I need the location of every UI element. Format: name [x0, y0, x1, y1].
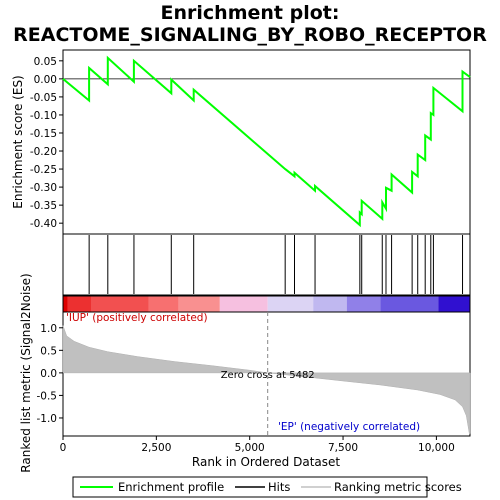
metric-y-tick-label: 0.0	[40, 368, 57, 380]
es-y-axis-label: Enrichment score (ES)	[11, 75, 25, 208]
x-axis-label: Rank in Ordered Dataset	[192, 455, 340, 469]
chart-title-line2: REACTOME_SIGNALING_BY_ROBO_RECEPTOR	[13, 24, 487, 46]
heat-bar-segment	[63, 296, 68, 312]
es-y-tick-label: 0.05	[34, 56, 57, 68]
negative-correlation-label: 'EP' (negatively correlated)	[278, 421, 420, 433]
es-y-tick-label: -0.10	[30, 110, 57, 122]
heat-bar-segment	[313, 296, 347, 312]
metric-y-tick-label: 1.0	[40, 323, 57, 335]
heat-bar-segment	[438, 296, 470, 312]
heat-bar-segment	[267, 296, 314, 312]
heat-bar-segment	[91, 296, 149, 312]
heat-bar-segment	[148, 296, 179, 312]
x-tick-label: 2,500	[141, 442, 171, 454]
heat-bar-segment	[67, 296, 92, 312]
es-panel: 0.05 0.00 -0.05 -0.10 -0.15 -0.20 -0.25 -0.30 -0…	[11, 49, 471, 235]
es-y-tick-label: -0.30	[30, 182, 57, 194]
x-tick-label: 7,500	[328, 442, 358, 454]
hits-panel	[62, 233, 471, 296]
chart-title-line1: Enrichment plot:	[161, 2, 340, 24]
es-y-tick-label: -0.05	[30, 92, 57, 104]
x-tick-label: 0	[60, 442, 67, 454]
heat-bar-segment	[178, 296, 220, 312]
hits-panel-frame	[62, 233, 471, 296]
ranking-heat-bar	[63, 296, 470, 312]
heat-bar-segment	[346, 296, 381, 312]
legend-metric-label: Ranking metric scores	[334, 480, 462, 494]
heat-bar-segment	[219, 296, 268, 312]
zero-cross-label: Zero cross at 5482	[221, 370, 315, 381]
positive-correlation-label: 'IUP' (positively correlated)	[66, 312, 208, 324]
es-y-tick-label: -0.40	[30, 218, 57, 230]
es-y-tick-label: -0.20	[30, 146, 57, 158]
es-y-tick-label: -0.35	[30, 200, 57, 212]
es-y-tick-label: 0.00	[34, 74, 57, 86]
x-tick-label: 5,000	[235, 442, 265, 454]
metric-y-axis-label: Ranked list metric (Signal2Noise)	[19, 273, 33, 472]
es-panel-frame	[62, 49, 471, 235]
legend: Enrichment profile Hits Ranking metric s…	[72, 476, 462, 498]
metric-panel: 1.0 0.5 0.0 -0.5 -1.0 0 2,500 5,000 7,500 10,000…	[19, 273, 471, 473]
metric-y-tick-label: -1.0	[37, 413, 58, 425]
x-tick-label: 10,000	[418, 442, 455, 454]
legend-hits-label: Hits	[268, 480, 290, 494]
metric-y-tick-label: -0.5	[37, 390, 58, 402]
ranking-metric-area	[62, 325, 471, 434]
heat-bar-segment	[380, 296, 439, 312]
legend-enrichment-label: Enrichment profile	[118, 480, 224, 494]
es-y-tick-label: -0.15	[30, 128, 57, 140]
enrichment-profile-line	[62, 55, 471, 228]
metric-y-tick-label: 0.5	[40, 345, 57, 357]
es-y-tick-label: -0.25	[30, 164, 57, 176]
